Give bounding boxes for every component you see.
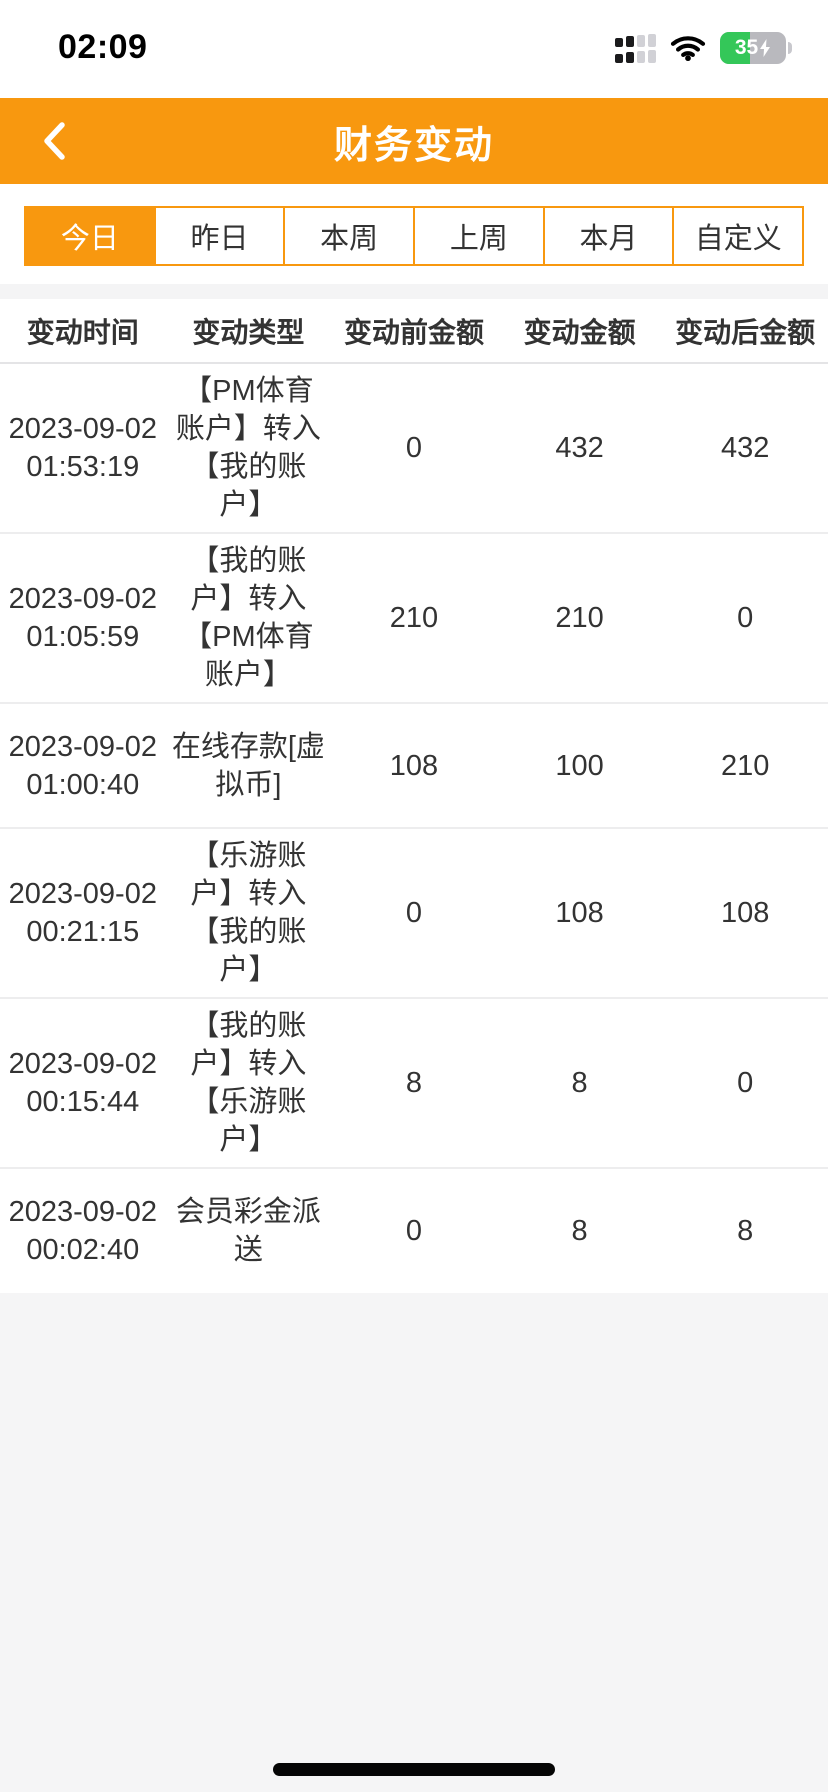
tab-last-week[interactable]: 上周 bbox=[415, 208, 545, 264]
wifi-icon bbox=[670, 34, 706, 62]
table-row: 2023-09-02 00:21:15 【乐游账户】转入【我的账户】 0 108… bbox=[0, 828, 828, 999]
cell-type: 【我的账户】转入【PM体育账户】 bbox=[165, 533, 332, 704]
cell-amount: 8 bbox=[496, 998, 663, 1169]
back-button[interactable] bbox=[24, 98, 84, 184]
cell-time: 2023-09-02 01:05:59 bbox=[0, 533, 166, 704]
cell-after: 432 bbox=[662, 363, 828, 534]
tab-today[interactable]: 今日 bbox=[26, 208, 156, 264]
charging-bolt-icon bbox=[760, 39, 771, 57]
transactions-table: 变动时间 变动类型 变动前金额 变动金额 变动后金额 2023-09-02 01… bbox=[0, 299, 828, 1293]
cell-after: 0 bbox=[662, 998, 828, 1169]
table-row: 2023-09-02 01:05:59 【我的账户】转入【PM体育账户】 210… bbox=[0, 533, 828, 704]
cell-before: 8 bbox=[331, 998, 497, 1169]
cellular-signal-icon bbox=[615, 33, 656, 63]
table-header-row: 变动时间 变动类型 变动前金额 变动金额 变动后金额 bbox=[0, 299, 828, 364]
tab-yesterday[interactable]: 昨日 bbox=[155, 208, 286, 264]
cell-time: 2023-09-02 01:53:19 bbox=[0, 363, 166, 534]
battery-fill bbox=[720, 32, 750, 64]
transactions-table-section: 变动时间 变动类型 变动前金额 变动金额 变动后金额 2023-09-02 01… bbox=[0, 299, 828, 1293]
cell-after: 8 bbox=[737, 1215, 754, 1247]
cell-after: 210 bbox=[662, 703, 828, 829]
col-header-change-amount: 变动金额 bbox=[496, 299, 663, 364]
cell-amount: 432 bbox=[496, 363, 663, 534]
table-row: 2023-09-02 00:15:44 【我的账户】转入【乐游账户】 8 8 0 bbox=[0, 998, 828, 1169]
cell-type: 【PM体育账户】转入【我的账户】 bbox=[165, 363, 332, 534]
cell-before: 210 bbox=[331, 533, 497, 704]
cell-amount: 108 bbox=[496, 828, 663, 999]
status-icons: 35 bbox=[615, 32, 792, 64]
cell-before: 108 bbox=[331, 703, 497, 829]
cell-before: 0 bbox=[331, 828, 497, 999]
battery-icon: 35 bbox=[720, 32, 792, 64]
col-header-after-amount: 变动后金额 bbox=[662, 299, 828, 364]
cell-type: 【我的账户】转入【乐游账户】 bbox=[165, 998, 332, 1169]
home-indicator[interactable] bbox=[273, 1763, 555, 1776]
status-time: 02:09 bbox=[58, 28, 148, 66]
table-row: 2023-09-02 00:02:40 会员彩金派送 0 8 8 bbox=[0, 1168, 828, 1293]
cell-type: 会员彩金派送 bbox=[175, 1196, 321, 1266]
table-row: 2023-09-02 01:53:19 【PM体育账户】转入【我的账户】 0 4… bbox=[0, 363, 828, 534]
cell-time: 2023-09-02 00:21:15 bbox=[0, 828, 166, 999]
status-bar: 02:09 35 bbox=[0, 0, 828, 98]
cell-amount: 8 bbox=[571, 1215, 588, 1247]
page-title: 财务变动 bbox=[333, 124, 494, 167]
tab-this-month[interactable]: 本月 bbox=[544, 208, 675, 264]
cell-amount: 210 bbox=[496, 533, 663, 704]
tab-this-week[interactable]: 本周 bbox=[285, 208, 416, 264]
cell-before: 0 bbox=[331, 363, 497, 534]
cell-time: 2023-09-02 00:02:40 bbox=[8, 1196, 157, 1266]
filter-tabs: 今日 昨日 本周 上周 本月 自定义 bbox=[24, 206, 804, 266]
col-header-type: 变动类型 bbox=[165, 299, 332, 364]
cell-after: 108 bbox=[662, 828, 828, 999]
cell-time: 2023-09-02 01:00:40 bbox=[0, 703, 166, 829]
cell-type: 在线存款[虚拟币] bbox=[165, 703, 332, 829]
cell-after: 0 bbox=[662, 533, 828, 704]
battery-percent: 35 bbox=[734, 36, 759, 59]
col-header-before-amount: 变动前金额 bbox=[331, 299, 497, 364]
cell-amount: 100 bbox=[496, 703, 663, 829]
cell-time: 2023-09-02 00:15:44 bbox=[0, 998, 166, 1169]
empty-background bbox=[0, 1293, 828, 1792]
col-header-time: 变动时间 bbox=[0, 299, 166, 364]
cell-before: 0 bbox=[405, 1215, 423, 1247]
table-row: 2023-09-02 01:00:40 在线存款[虚拟币] 108 100 21… bbox=[0, 703, 828, 829]
chevron-left-icon bbox=[44, 122, 65, 160]
navbar: 财务变动 bbox=[0, 98, 828, 184]
tab-custom[interactable]: 自定义 bbox=[674, 208, 803, 264]
filter-tabs-section: 今日 昨日 本周 上周 本月 自定义 bbox=[0, 184, 828, 284]
cell-type: 【乐游账户】转入【我的账户】 bbox=[165, 828, 332, 999]
divider-strip bbox=[0, 284, 828, 299]
